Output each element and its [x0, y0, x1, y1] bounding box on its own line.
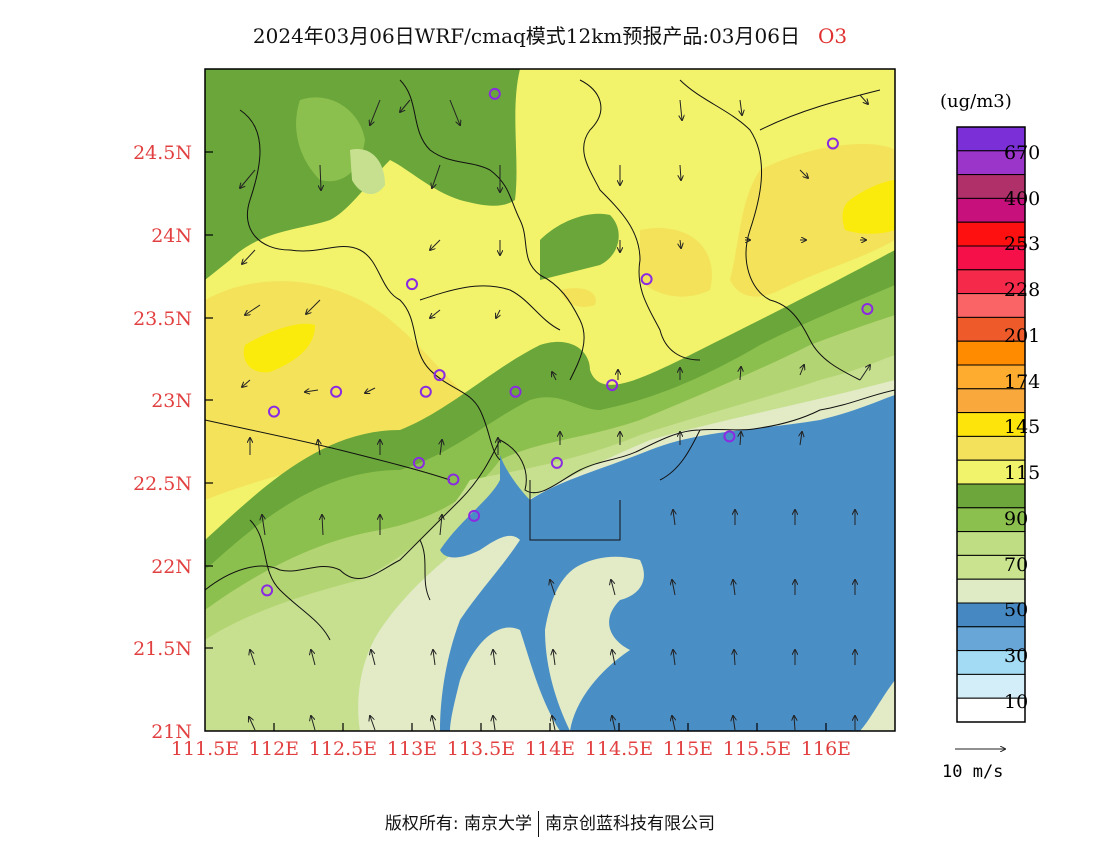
monitoring-station-marker	[488, 87, 501, 100]
lat-tick-label: 22N	[151, 556, 192, 578]
legend-value: 228	[1004, 279, 1041, 301]
lat-tick-label: 23N	[151, 390, 192, 412]
legend-value: 145	[1004, 416, 1041, 438]
monitoring-station-marker	[640, 273, 653, 286]
lat-tick-label: 22.5N	[133, 473, 192, 495]
monitoring-station-marker	[468, 509, 481, 522]
lon-tick-label: 115E	[662, 738, 714, 760]
copyright-right: 南京创蓝科技有限公司	[545, 814, 716, 834]
map-title: 2024年03月06日WRF/cmaq模式12km预报产品:03月06日 O3	[0, 20, 1100, 49]
legend-frame	[956, 126, 1026, 723]
legend-value: 174	[1004, 371, 1041, 393]
legend-value: 90	[1004, 508, 1029, 530]
title-text: 2024年03月06日WRF/cmaq模式12km预报产品:03月06日	[252, 24, 800, 48]
legend-value: 670	[1004, 142, 1041, 164]
legend-value: 253	[1004, 233, 1041, 255]
monitoring-station-marker	[433, 369, 446, 382]
lat-tick-label: 24N	[151, 225, 192, 247]
legend-value: 50	[1004, 599, 1029, 621]
legend-value: 400	[1004, 188, 1041, 210]
wind-vectors	[240, 94, 870, 731]
legend-value: 115	[1004, 462, 1041, 484]
monitoring-station-marker	[447, 473, 460, 486]
legend-value: 30	[1004, 645, 1029, 667]
concentration-field	[205, 69, 895, 731]
color-legend-bar	[956, 126, 1026, 723]
monitoring-station-marker	[723, 430, 736, 443]
lon-tick-label: 113E	[386, 738, 438, 760]
lat-tick-label: 24.5N	[133, 142, 192, 164]
pollutant-label: O3	[817, 24, 848, 48]
legend-unit: (ug/m3)	[940, 91, 1012, 112]
lon-tick-label: 113.5E	[446, 738, 516, 760]
monitoring-station-marker	[826, 137, 839, 150]
lat-tick-label: 21.5N	[133, 638, 192, 660]
monitoring-station-marker	[268, 405, 280, 418]
lon-tick-label: 111.5E	[170, 738, 240, 760]
monitoring-station-marker	[406, 278, 418, 291]
lat-tick-label: 21N	[151, 721, 192, 743]
monitoring-station-marker	[419, 385, 432, 398]
monitoring-station-marker	[261, 584, 274, 597]
copyright-left: 版权所有: 南京大学	[384, 814, 533, 834]
monitoring-station-marker	[412, 456, 425, 469]
lon-tick-label: 115.5E	[722, 738, 792, 760]
copyright-footer: 版权所有: 南京大学 南京创蓝科技有限公司	[0, 809, 1100, 837]
monitoring-station-marker	[330, 385, 343, 398]
legend-color-swatch	[956, 435, 1026, 461]
lon-tick-label: 116E	[800, 738, 852, 760]
legend-value: 70	[1004, 554, 1029, 576]
axis-ticks	[205, 151, 827, 731]
lon-tick-label: 114E	[524, 738, 576, 760]
lat-tick-label: 23.5N	[133, 308, 192, 330]
monitoring-station-marker	[509, 385, 522, 398]
legend-value: 201	[1004, 325, 1041, 347]
monitoring-station-marker	[550, 456, 563, 469]
reference-vector-label: 10 m/s	[942, 762, 1004, 782]
legend-value: 10	[1004, 691, 1029, 713]
lon-tick-label: 112.5E	[308, 738, 378, 760]
monitoring-station-marker	[606, 379, 619, 392]
footer-divider	[538, 811, 540, 837]
lon-tick-label: 112E	[248, 738, 300, 760]
monitoring-station-marker	[861, 302, 874, 315]
lon-tick-label: 114.5E	[584, 738, 654, 760]
legend-color-swatch	[956, 531, 1026, 556]
station-markers	[261, 87, 874, 597]
legend-color-swatch	[956, 483, 1026, 509]
